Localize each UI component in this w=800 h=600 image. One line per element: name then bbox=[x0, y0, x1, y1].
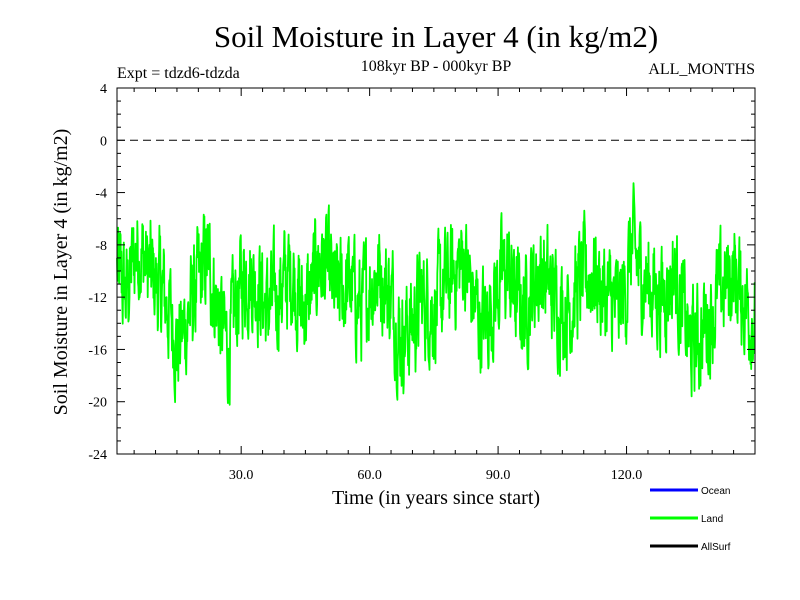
chart-subtitle: 108kyr BP - 000kyr BP bbox=[361, 58, 512, 75]
legend: Ocean Land AllSurf bbox=[650, 486, 731, 553]
legend-label-land: Land bbox=[701, 514, 723, 525]
series-line-land bbox=[116, 182, 756, 406]
y-tick-label: 4 bbox=[100, 82, 107, 97]
x-tick-label: 60.0 bbox=[357, 468, 382, 483]
y-tick-label: -12 bbox=[88, 291, 107, 306]
y-tick-label: -20 bbox=[88, 396, 107, 411]
y-tick-label: -4 bbox=[95, 187, 107, 202]
legend-label-allsurf: AllSurf bbox=[701, 542, 731, 553]
chart-title: Soil Moisture in Layer 4 (in kg/m2) bbox=[214, 19, 658, 54]
plot-frame bbox=[116, 87, 756, 455]
y-tick-label: -16 bbox=[88, 343, 107, 358]
y-tick-label: -8 bbox=[95, 239, 107, 254]
x-tick-label: 120.0 bbox=[611, 468, 643, 483]
y-tick-label: 0 bbox=[100, 134, 107, 149]
x-tick-label: 90.0 bbox=[486, 468, 511, 483]
x-axis-label: Time (in years since start) bbox=[332, 487, 540, 509]
experiment-label: Expt = tdzd6-tdzda bbox=[117, 65, 240, 82]
y-tick-label: -24 bbox=[88, 448, 107, 463]
legend-label-ocean: Ocean bbox=[701, 486, 730, 497]
y-axis-label: Soil Moisture in Layer 4 (in kg/m2) bbox=[50, 129, 72, 416]
period-label: ALL_MONTHS bbox=[648, 61, 755, 78]
series-group bbox=[116, 182, 756, 406]
x-tick-label: 30.0 bbox=[229, 468, 254, 483]
